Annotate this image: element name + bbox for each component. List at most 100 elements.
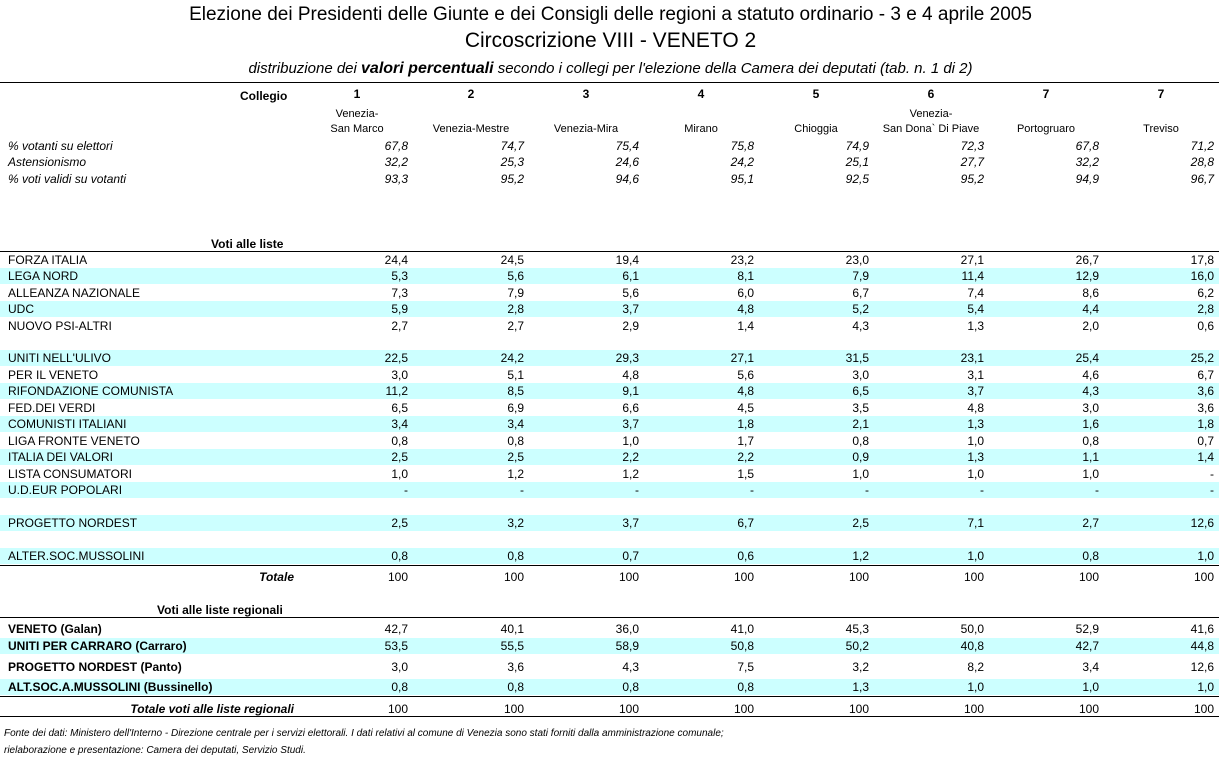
cell: 3,7 (967, 384, 984, 398)
cell: 3,0 (852, 368, 869, 382)
cell: 11,2 (385, 384, 408, 398)
row-label: RIFONDAZIONE COMUNISTA (8, 384, 174, 398)
cell: 7,3 (391, 286, 408, 300)
cell: 75,4 (615, 139, 639, 153)
row-label: PROGETTO NORDEST (8, 516, 138, 530)
cell: - (1095, 483, 1099, 497)
cell: 3,4 (507, 417, 524, 431)
cell: 1,8 (1197, 417, 1214, 431)
cell: 4,8 (622, 368, 639, 382)
cell: 3,6 (507, 660, 524, 674)
cell: 0,8 (507, 680, 524, 694)
cell: 0,8 (852, 434, 869, 448)
caption-part: secondo i collegi per l'elezione della C… (497, 60, 973, 77)
cell: 72,3 (960, 139, 984, 153)
cell: 1,2 (852, 549, 869, 563)
cell: - (980, 483, 984, 497)
cell: 71,2 (1190, 139, 1214, 153)
row-label: U.D.EUR POPOLARI (8, 483, 123, 497)
column-number: 7 (1042, 87, 1050, 101)
caption-emphasis: valori percentuali (361, 60, 494, 77)
cell: 3,7 (622, 302, 639, 316)
rule (0, 617, 1219, 618)
column-name: Venezia- (909, 108, 953, 120)
cell: 5,6 (737, 368, 754, 382)
row-label: % votanti su elettori (8, 139, 113, 153)
rule (0, 716, 1219, 717)
row-label: FORZA ITALIA (8, 253, 88, 267)
cell: 6,0 (737, 286, 754, 300)
cell: 3,4 (391, 417, 408, 431)
row-label: NUOVO PSI-ALTRI (8, 319, 112, 333)
cell: 4,3 (622, 660, 639, 674)
cell: 5,3 (391, 269, 408, 283)
cell: 0,9 (852, 450, 869, 464)
cell: 3,7 (622, 516, 639, 530)
cell: 1,8 (737, 417, 754, 431)
cell: 24,2 (730, 155, 754, 169)
cell: 6,9 (507, 401, 524, 415)
cell: 40,1 (500, 622, 524, 636)
footnote: Fonte dei dati: Ministero dell'Interno -… (4, 728, 724, 739)
cell: 50,8 (730, 639, 754, 653)
cell: 5,6 (622, 286, 639, 300)
cell: 16,0 (1190, 269, 1214, 283)
row-shade (0, 268, 1219, 284)
cell: 100 (733, 702, 754, 716)
column-name: Venezia- (335, 108, 379, 120)
cell: 52,9 (1075, 622, 1099, 636)
cell: 4,8 (967, 401, 984, 415)
rule (0, 696, 1219, 697)
cell: 2,7 (1082, 516, 1099, 530)
subtitle: Circoscrizione VIII - VENETO 2 (464, 29, 757, 52)
column-name: Venezia-Mira (553, 123, 619, 135)
column-number: 4 (697, 87, 705, 101)
cell: 8,2 (967, 660, 984, 674)
cell: 1,1 (1082, 450, 1099, 464)
cell: 8,1 (737, 269, 754, 283)
cell: 3,5 (852, 401, 869, 415)
cell: 8,5 (507, 384, 524, 398)
cell: 5,1 (507, 368, 524, 382)
footnote: rielaborazione e presentazione: Camera d… (4, 745, 306, 756)
section-heading: Voti alle liste (211, 237, 284, 251)
cell: 1,7 (737, 434, 754, 448)
cell: 2,8 (507, 302, 524, 316)
cell: - (635, 483, 639, 497)
column-name: Chioggia (794, 123, 838, 135)
title: Elezione dei Presidenti delle Giunte e d… (189, 4, 1032, 25)
cell: 41,0 (730, 622, 754, 636)
cell: 100 (503, 702, 524, 716)
cell: 25,1 (845, 155, 869, 169)
cell: 4,6 (1082, 368, 1099, 382)
cell: 3,6 (1197, 384, 1214, 398)
cell: 40,8 (960, 639, 984, 653)
cell: 25,2 (1190, 351, 1214, 365)
cell: 2,8 (1197, 302, 1214, 316)
cell: 3,1 (967, 368, 984, 382)
cell: 50,2 (845, 639, 869, 653)
cell: 1,3 (967, 319, 984, 333)
cell: 3,7 (622, 417, 639, 431)
cell: 2,5 (391, 450, 408, 464)
cell: 3,2 (852, 660, 869, 674)
cell: 100 (1193, 570, 1214, 584)
cell: 26,7 (1075, 253, 1099, 267)
cell: 9,1 (622, 384, 639, 398)
row-label: % voti validi su votanti (8, 172, 127, 186)
cell: 58,9 (615, 639, 639, 653)
cell: 6,1 (622, 269, 639, 283)
cell: 19,4 (615, 253, 639, 267)
cell: 27,1 (730, 351, 754, 365)
row-label: PROGETTO NORDEST (Panto) (8, 660, 182, 674)
cell: 5,4 (967, 302, 984, 316)
row-shade (0, 301, 1219, 317)
row-label: ALLEANZA NAZIONALE (8, 286, 141, 300)
cell: 1,3 (967, 450, 984, 464)
cell: - (750, 483, 754, 497)
row-label: UNITI NELL'ULIVO (8, 351, 111, 365)
row-label: ALTER.SOC.MUSSOLINI (8, 549, 145, 563)
cell: 1,0 (967, 549, 984, 563)
cell: 4,8 (737, 384, 754, 398)
column-name: Treviso (1143, 123, 1179, 135)
